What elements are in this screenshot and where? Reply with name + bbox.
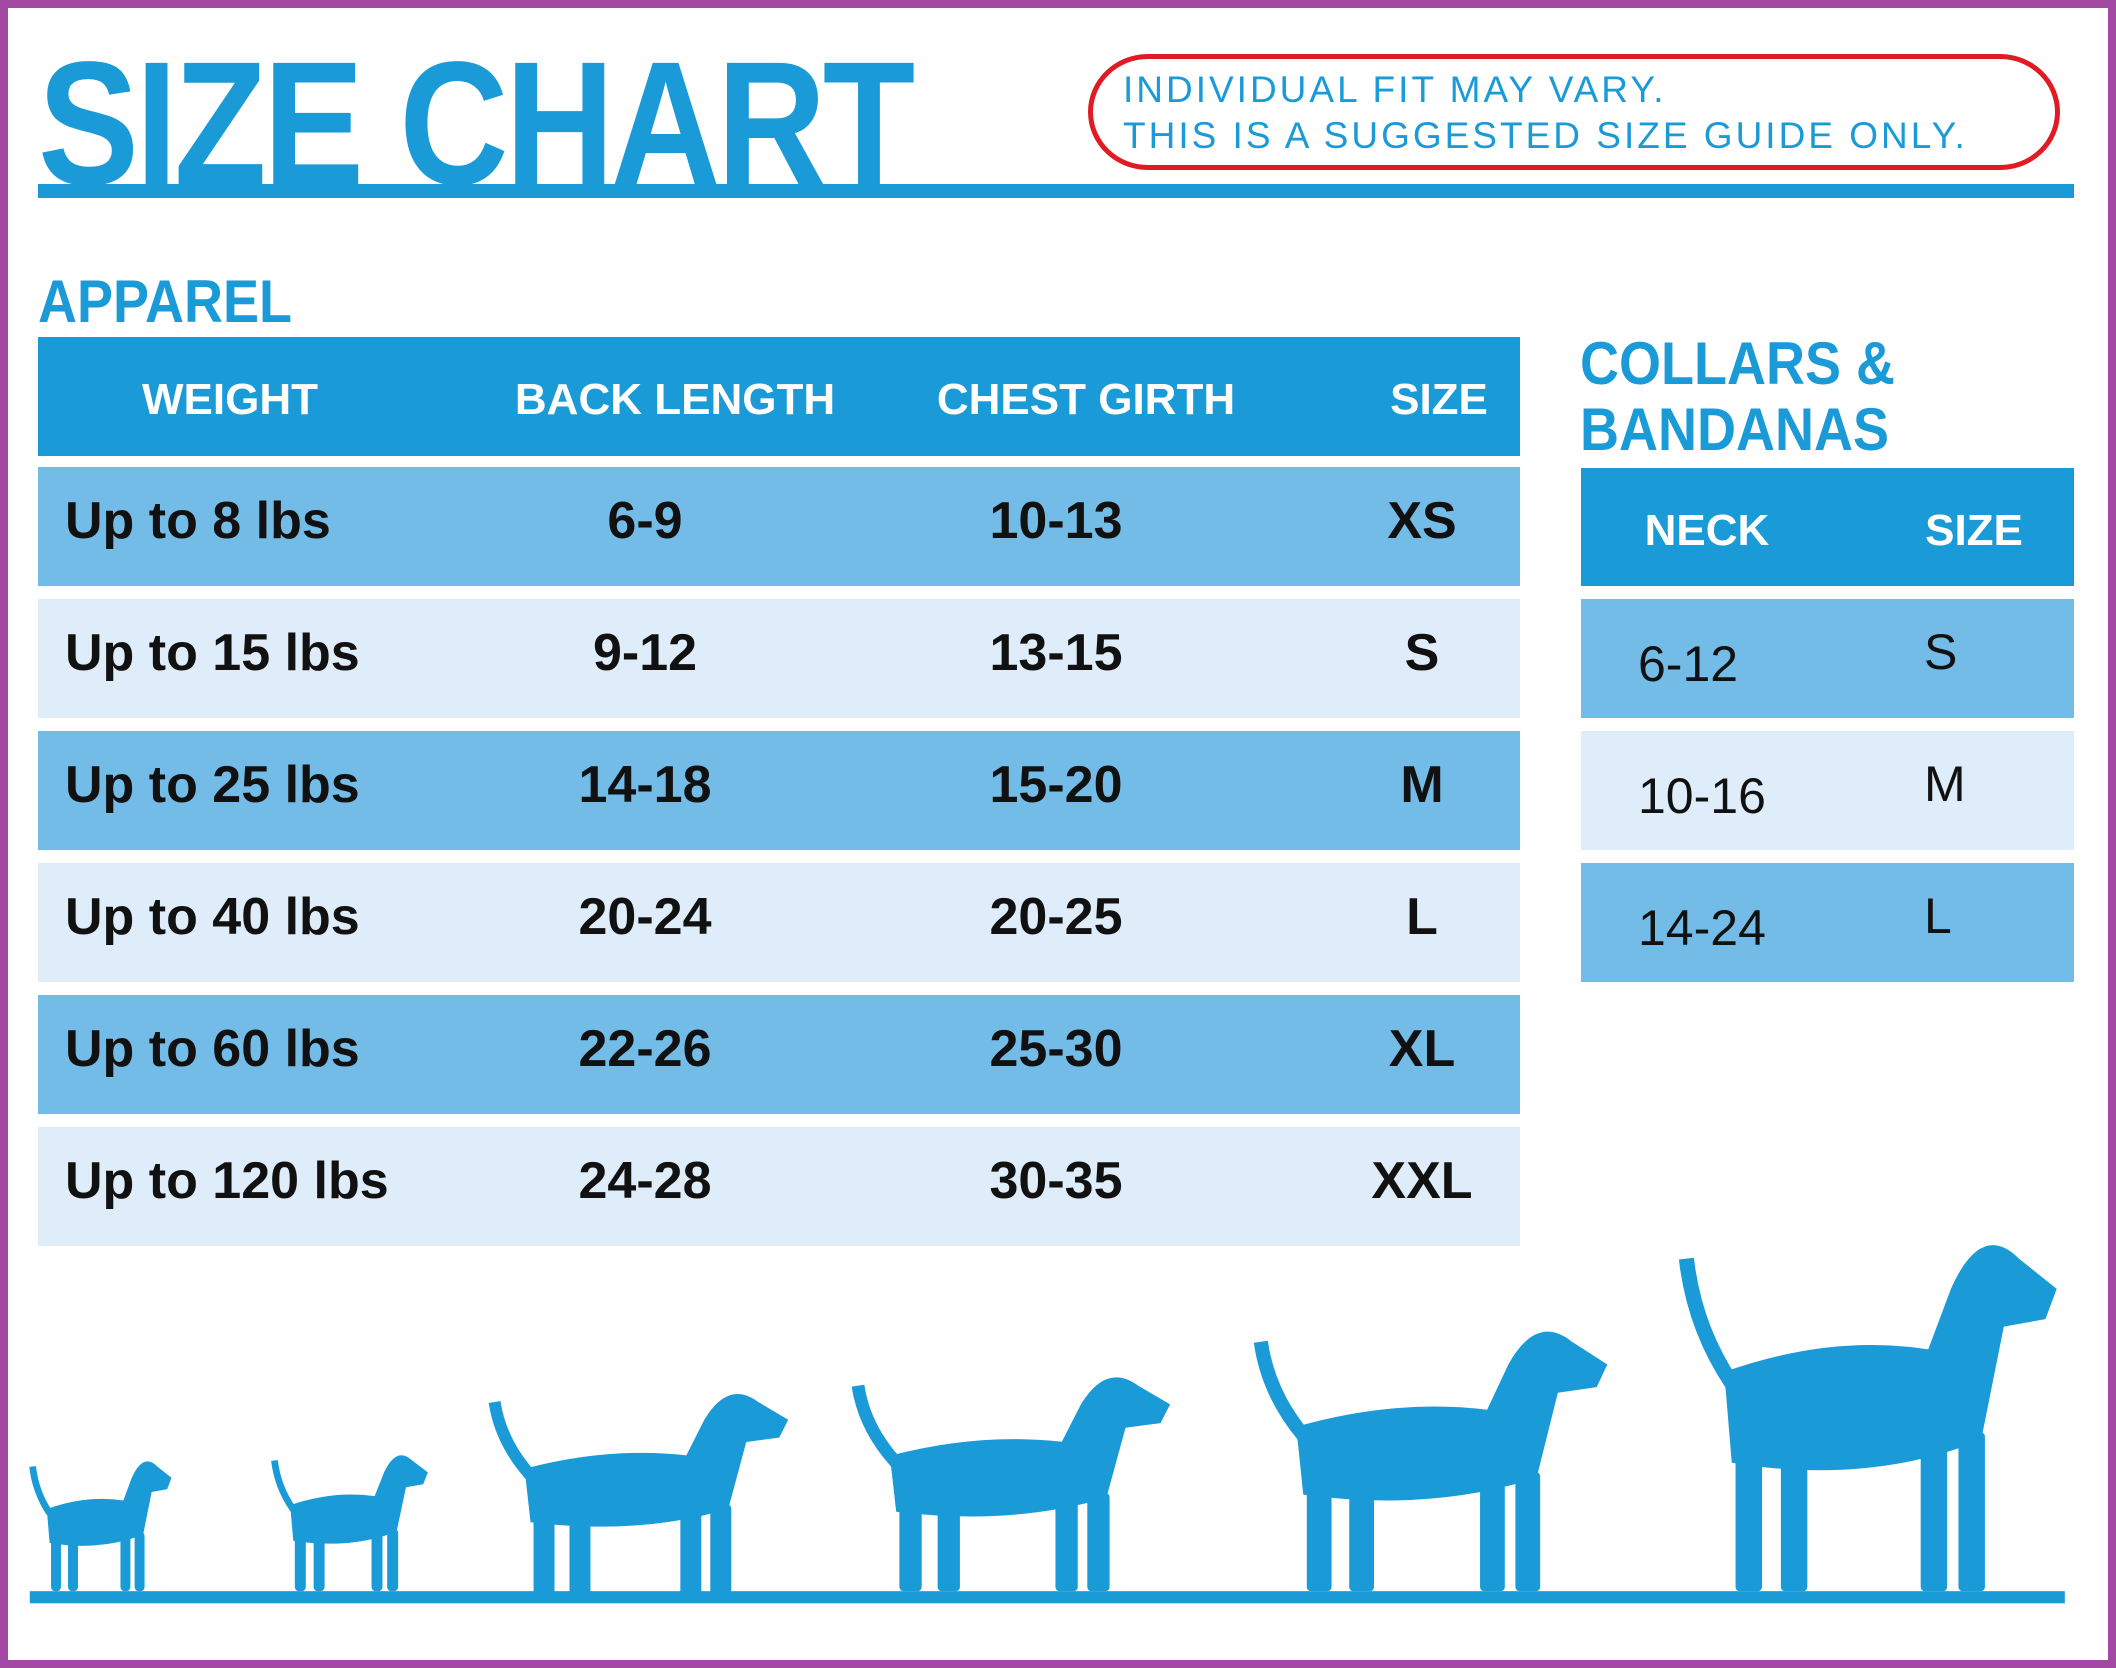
table-row: Up to 8 lbs 6-9 10-13 XS [38, 467, 1520, 586]
cell-size: L [1924, 888, 1952, 944]
size-chart-page: SIZE CHART INDIVIDUAL FIT MAY VARY. THIS… [8, 8, 2108, 1660]
cell-back-length: 24-28 [578, 1152, 712, 1210]
table-row: Up to 15 lbs 9-12 13-15 S [38, 599, 1520, 718]
cell-chest-girth: 30-35 [989, 1152, 1123, 1210]
cell-back-length: 20-24 [578, 888, 712, 946]
table-row: Up to 40 lbs 20-24 20-25 L [38, 863, 1520, 982]
column-header: CHEST GIRTH [936, 375, 1236, 424]
table-row: 10-16 M [1581, 731, 2074, 850]
cell-size: S [1924, 624, 1958, 680]
fit-notice: INDIVIDUAL FIT MAY VARY. THIS IS A SUGGE… [1088, 54, 2060, 170]
table-row: Up to 25 lbs 14-18 15-20 M [38, 731, 1520, 850]
cell-weight: Up to 25 lbs [65, 756, 360, 814]
cell-size: XXL [1371, 1152, 1473, 1210]
cell-chest-girth: 25-30 [989, 1020, 1123, 1078]
cell-size: L [1406, 888, 1438, 946]
cell-chest-girth: 13-15 [989, 624, 1123, 682]
table-row: Up to 60 lbs 22-26 25-30 XL [38, 995, 1520, 1114]
cell-neck: 6-12 [1638, 636, 1739, 692]
column-header: SIZE [1925, 506, 2023, 555]
collars-heading-line-2: BANDANAS [1580, 396, 1890, 463]
title-underline [38, 184, 2074, 198]
cell-size: M [1924, 756, 1966, 812]
cell-weight: Up to 8 lbs [65, 492, 331, 550]
cell-size: XS [1387, 492, 1457, 550]
table-row: Up to 120 lbs 24-28 30-35 XXL [38, 1127, 1520, 1246]
column-header: BACK LENGTH [514, 375, 836, 424]
cell-weight: Up to 40 lbs [65, 888, 360, 946]
cell-size: XL [1388, 1020, 1456, 1078]
cell-chest-girth: 20-25 [989, 888, 1123, 946]
apparel-header-row: WEIGHT BACK LENGTH CHEST GIRTH SIZE [38, 337, 1520, 456]
cell-back-length: 6-9 [607, 492, 683, 550]
cell-size: S [1404, 624, 1440, 682]
cell-weight: Up to 120 lbs [65, 1152, 389, 1210]
collars-heading-line-1: COLLARS & [1580, 330, 1895, 397]
table-row: 6-12 S [1581, 599, 2074, 718]
column-header: WEIGHT [142, 375, 318, 424]
collars-header-row: NECK SIZE [1581, 468, 2074, 586]
table-row: 14-24 L [1581, 863, 2074, 982]
notice-line-2: THIS IS A SUGGESTED SIZE GUIDE ONLY. [1123, 115, 1968, 156]
column-header: NECK [1644, 506, 1770, 555]
cell-neck: 14-24 [1638, 900, 1766, 956]
notice-line-1: INDIVIDUAL FIT MAY VARY. [1123, 69, 1667, 110]
apparel-heading: APPAREL [38, 268, 293, 335]
cell-size: M [1400, 756, 1444, 814]
cell-back-length: 9-12 [592, 624, 698, 682]
page-title: SIZE CHART [38, 26, 915, 222]
cell-weight: Up to 15 lbs [65, 624, 360, 682]
cell-chest-girth: 10-13 [989, 492, 1123, 550]
column-header: SIZE [1390, 375, 1488, 424]
cell-back-length: 22-26 [578, 1020, 712, 1078]
cell-back-length: 14-18 [578, 756, 712, 814]
cell-weight: Up to 60 lbs [65, 1020, 360, 1078]
cell-neck: 10-16 [1638, 768, 1766, 824]
cell-chest-girth: 15-20 [989, 756, 1123, 814]
